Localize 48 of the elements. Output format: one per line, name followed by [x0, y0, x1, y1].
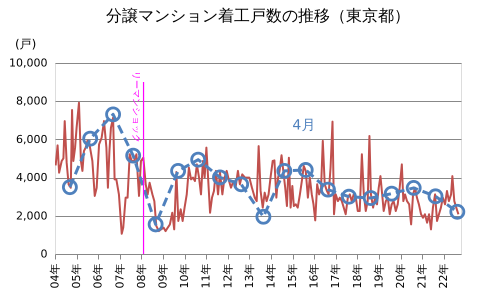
point	[449, 204, 466, 220]
x-tick-label: 04年	[48, 264, 62, 288]
x-tick-label: 18年	[350, 264, 364, 288]
x-tick-label: 11年	[200, 264, 213, 288]
point	[105, 106, 122, 122]
x-tick-label: 08年	[134, 264, 148, 288]
point	[125, 148, 142, 164]
x-tick-label: 09年	[156, 264, 170, 288]
x-tick-label: 05年	[70, 264, 84, 288]
point	[320, 182, 336, 198]
point	[362, 190, 379, 206]
chart-title: 分譲マンション着工戸数の推移（東京都）	[106, 6, 410, 25]
point	[190, 152, 206, 168]
y-tick-label: 8,000	[16, 94, 48, 108]
point	[170, 163, 186, 179]
point	[233, 176, 250, 192]
y-tick-label: 2,000	[16, 209, 48, 222]
x-tick-label: 10年	[178, 264, 192, 288]
point	[212, 170, 228, 186]
point	[406, 180, 422, 196]
y-tick-label: 6,000	[16, 132, 48, 146]
point	[62, 179, 78, 196]
x-tick-label: 19年	[372, 264, 386, 288]
y-tick-label: 10,000	[9, 56, 48, 70]
x-tick-label: 14年	[264, 264, 278, 288]
point	[384, 186, 400, 202]
x-tick-label: 06年	[92, 264, 105, 288]
x-tick-label: 21年	[416, 264, 429, 288]
point	[341, 188, 357, 205]
x-tick-label: 20年	[394, 264, 408, 288]
point	[82, 130, 98, 147]
x-tick-label: 22年	[437, 264, 450, 288]
y-tick-label: 0	[40, 248, 48, 260]
text: 4月	[292, 118, 316, 134]
x-tick-label: 13年	[242, 264, 256, 288]
point	[148, 216, 164, 232]
x-tick-label: 16年	[308, 264, 321, 288]
point	[428, 188, 444, 204]
y-axis-title: (戸)	[15, 37, 36, 51]
x-tick-label: 07年	[113, 264, 126, 288]
x-tick-label: 12年	[221, 264, 234, 288]
ref-line-label: リーマンショック	[130, 71, 141, 143]
x-tick-label: 17年	[329, 264, 342, 288]
x-tick-label: 15年	[286, 264, 300, 288]
point	[255, 208, 272, 225]
y-tick-label: 4,000	[16, 171, 48, 184]
point	[298, 162, 314, 178]
point	[276, 163, 292, 179]
